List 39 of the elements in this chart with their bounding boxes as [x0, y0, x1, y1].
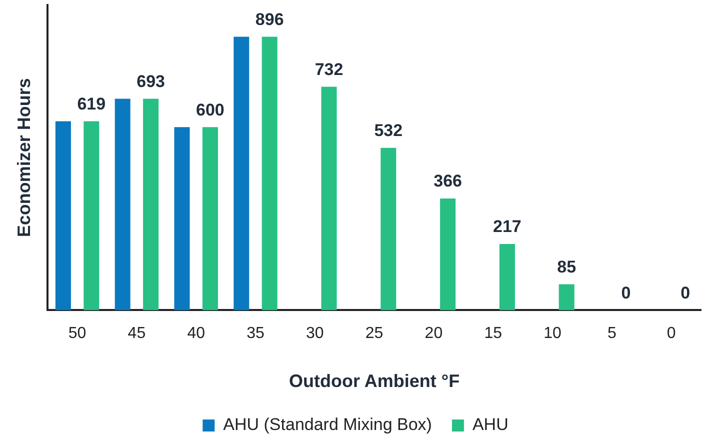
data-label: 217 [493, 217, 522, 236]
bar [234, 36, 250, 310]
data-label: 0 [621, 283, 631, 302]
bar [380, 148, 396, 310]
data-label: 896 [255, 10, 284, 29]
bar [499, 244, 515, 310]
x-tick-label: 10 [544, 325, 562, 342]
bar [321, 86, 337, 310]
x-tick-label: 15 [484, 325, 502, 342]
x-tick-label: 40 [187, 325, 206, 342]
bar [202, 127, 218, 310]
bar [143, 98, 159, 310]
y-axis-title: Economizer Hours [14, 78, 34, 238]
legend-label: AHU (Standard Mixing Box) [223, 415, 432, 434]
data-label: 619 [77, 94, 106, 114]
data-label: 85 [557, 257, 576, 276]
x-tick-label: 45 [128, 325, 146, 342]
data-label: 600 [196, 100, 224, 120]
x-tick-label: 50 [68, 325, 86, 342]
bar [262, 36, 278, 310]
data-label: 0 [680, 283, 690, 302]
data-label: 732 [314, 60, 344, 79]
bar [84, 121, 100, 310]
bar [114, 98, 130, 310]
data-label: 693 [136, 72, 165, 91]
bar [55, 121, 71, 310]
data-label: 366 [434, 172, 462, 191]
x-tick-label: 25 [365, 325, 384, 342]
x-tick-label: 30 [306, 325, 324, 342]
x-tick-label: 5 [607, 325, 616, 342]
bar [440, 198, 456, 310]
legend-label: AHU [472, 415, 508, 434]
x-axis-title: Outdoor Ambient °F [289, 371, 460, 392]
x-tick-label: 35 [246, 325, 264, 342]
x-tick-label: 0 [666, 325, 676, 342]
bar [558, 284, 574, 310]
data-label: 532 [374, 121, 403, 140]
bar [174, 127, 190, 310]
x-tick-label: 20 [424, 325, 443, 342]
